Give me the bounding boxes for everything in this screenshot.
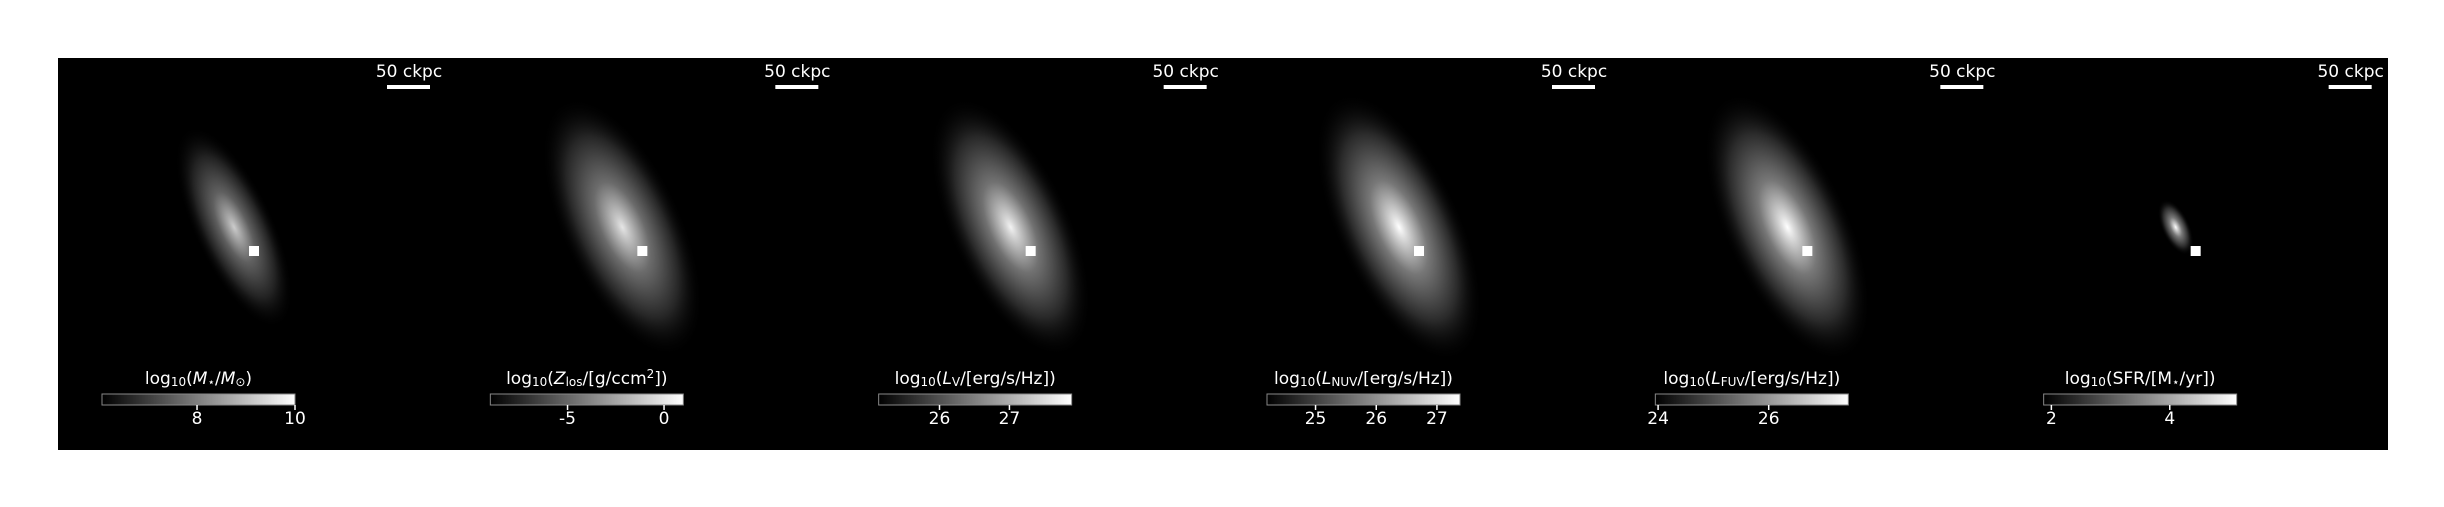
- core: [1802, 246, 1813, 256]
- label-part: NUV: [1331, 375, 1358, 389]
- colorbar: [489, 393, 684, 406]
- scalebar-label: 50 ckpc: [764, 62, 830, 82]
- galaxy-image: [175, 126, 294, 329]
- colorbar-tick-label: 25: [1305, 409, 1327, 429]
- label-part: (: [186, 369, 193, 389]
- colorbar-tick-label: 4: [2164, 409, 2175, 429]
- colorbar-label: log10(LNUV/[erg/s/Hz]): [1274, 369, 1453, 389]
- label-part: L: [942, 369, 951, 389]
- scalebar: [1163, 85, 1207, 89]
- label-part: 10: [921, 375, 936, 389]
- label-part: los: [566, 375, 583, 389]
- label-part: V: [952, 375, 961, 389]
- label-part: log: [1274, 369, 1300, 389]
- label-part: 2: [647, 367, 655, 381]
- scalebar-label: 50 ckpc: [2317, 62, 2383, 82]
- colorbar-label: log10(Zlos/[g/ccm2]): [506, 367, 667, 389]
- label-part: L: [1322, 369, 1331, 389]
- galaxy-image: [1704, 93, 1871, 362]
- label-part: /[erg/s/Hz]): [1357, 369, 1453, 389]
- colorbar-tick-label: 8: [192, 409, 203, 429]
- colorbar-tick-label: 0: [659, 409, 670, 429]
- label-part: /[g/ccm: [583, 369, 647, 389]
- colorbar-tick-label: 10: [284, 409, 306, 429]
- colorbar-tick-label: 27: [999, 409, 1021, 429]
- label-part: ⋆: [2172, 375, 2180, 389]
- scalebar-label: 50 ckpc: [1541, 62, 1607, 82]
- scalebar: [1940, 85, 1984, 89]
- core: [1414, 246, 1424, 256]
- label-part: log: [145, 369, 171, 389]
- colorbar-label: log10(M⋆/M⊙): [145, 369, 252, 389]
- colorbar-tick-label: 26: [1365, 409, 1387, 429]
- galaxy-image: [2157, 199, 2194, 256]
- label-part: 10: [532, 375, 547, 389]
- colorbar-label: log10(LV/[erg/s/Hz]): [895, 369, 1056, 389]
- colorbar-tick-label: 27: [1426, 409, 1448, 429]
- panel: 50 ckpc log10(LFUV/[erg/s/Hz]) 24 26: [1647, 62, 1995, 429]
- colorbar-label: log10(LFUV/[erg/s/Hz]): [1663, 369, 1840, 389]
- label-part: /[erg/s/Hz]): [960, 369, 1056, 389]
- colorbar: [101, 393, 296, 406]
- label-part: (: [1315, 369, 1322, 389]
- panel: 50 ckpc log10(LV/[erg/s/Hz]) 26 27: [878, 62, 1219, 429]
- colorbar-tick-label: 26: [929, 409, 951, 429]
- label-part: Z: [553, 369, 566, 389]
- galaxy-image: [930, 97, 1092, 357]
- label-part: /: [215, 369, 221, 389]
- scalebar-label: 50 ckpc: [1929, 62, 1995, 82]
- label-part: (SFR/[M: [2106, 369, 2172, 389]
- core: [1025, 246, 1036, 256]
- colorbar-label: log10(SFR/[M⋆/yr]): [2065, 369, 2216, 389]
- scalebar: [1552, 85, 1595, 89]
- colorbar-tick-label: 24: [1647, 409, 1669, 429]
- label-part: (: [547, 369, 554, 389]
- core: [637, 246, 648, 256]
- label-part: 10: [1300, 375, 1315, 389]
- scalebar: [2328, 85, 2372, 89]
- panel: 50 ckpc log10(Zlos/[g/ccm2]) -5 0: [489, 62, 831, 429]
- label-part: FUV: [1721, 375, 1746, 389]
- panel: 50 ckpc log10(LNUV/[erg/s/Hz]) 25 26 27: [1266, 62, 1607, 429]
- label-part: ⋆: [207, 375, 215, 389]
- panel: 50 ckpc log10(SFR/[M⋆/yr]) 2 4: [2043, 62, 2384, 429]
- label-part: /yr]): [2180, 369, 2216, 389]
- scalebar-label: 50 ckpc: [376, 62, 442, 82]
- core: [249, 246, 259, 256]
- label-part: ): [245, 369, 252, 389]
- label-part: /[erg/s/Hz]): [1745, 369, 1841, 389]
- label-part: log: [895, 369, 921, 389]
- colorbar-tick-label: 26: [1758, 409, 1780, 429]
- label-part: (: [936, 369, 943, 389]
- core: [2190, 246, 2201, 256]
- label-part: log: [2065, 369, 2091, 389]
- colorbar-tick-label: -5: [559, 409, 576, 429]
- colorbar: [1654, 393, 1849, 406]
- label-part: 10: [171, 375, 186, 389]
- label-part: M: [193, 369, 208, 389]
- colorbar: [878, 393, 1073, 406]
- label-part: log: [1663, 369, 1689, 389]
- label-part: 10: [1689, 375, 1704, 389]
- label-part: ⊙: [235, 375, 245, 389]
- colorbar: [2043, 393, 2238, 406]
- galaxy-image: [1315, 93, 1483, 362]
- scalebar: [387, 85, 430, 89]
- label-part: M: [221, 369, 236, 389]
- colorbar-tick-label: 2: [2046, 409, 2057, 429]
- label-part: 10: [2091, 375, 2106, 389]
- galaxy-image: [542, 97, 703, 357]
- image-area: [58, 58, 2388, 450]
- label-part: ]): [654, 369, 667, 389]
- scalebar: [775, 85, 819, 89]
- scalebar-label: 50 ckpc: [1152, 62, 1218, 82]
- label-part: L: [1711, 369, 1720, 389]
- label-part: (: [1705, 369, 1712, 389]
- colorbar: [1266, 393, 1461, 406]
- label-part: log: [506, 369, 532, 389]
